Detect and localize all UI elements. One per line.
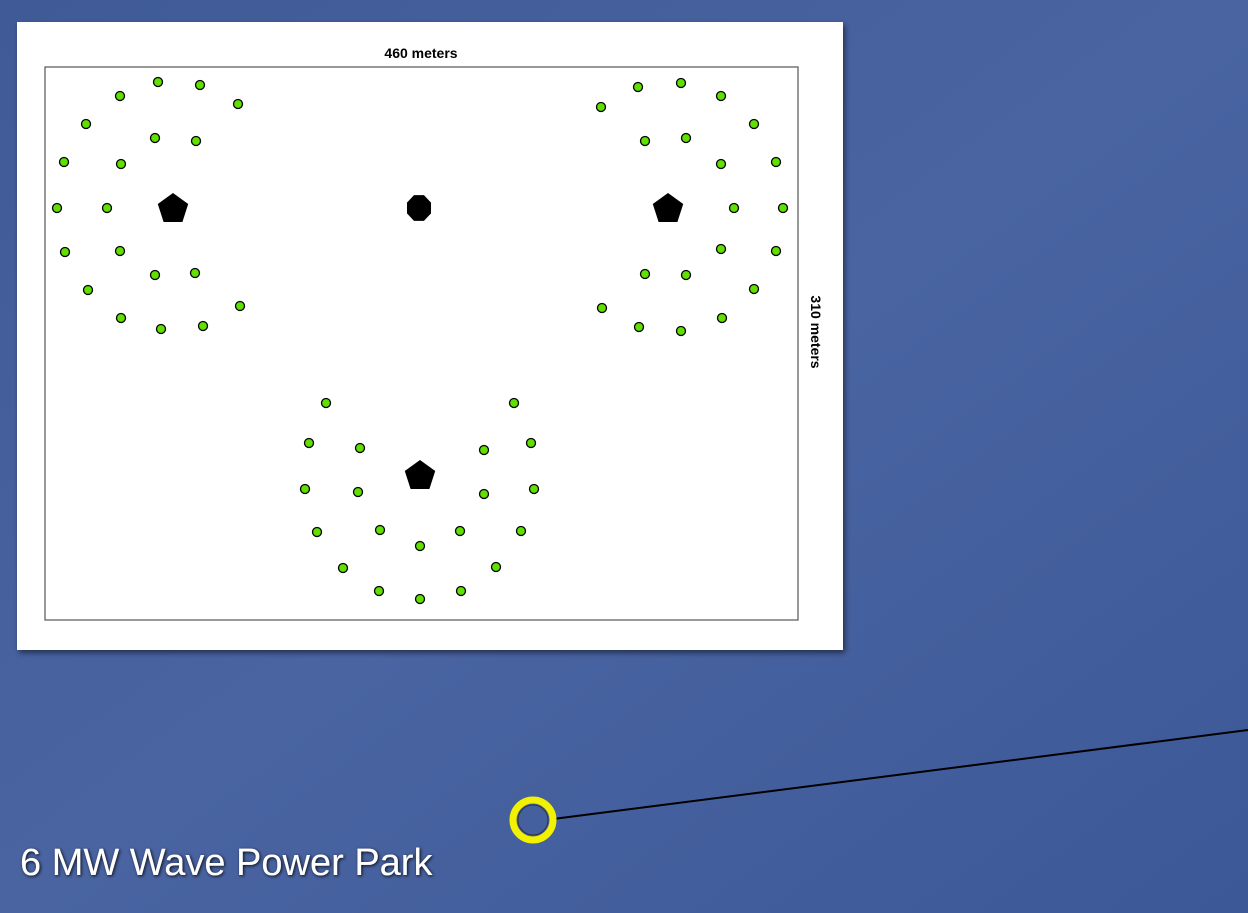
wave-buoy bbox=[157, 325, 166, 334]
wave-buoy bbox=[191, 269, 200, 278]
wave-buoy bbox=[598, 304, 607, 313]
wave-buoy bbox=[375, 587, 384, 596]
wave-buoy bbox=[236, 302, 245, 311]
wave-buoy bbox=[717, 160, 726, 169]
wave-buoy bbox=[116, 92, 125, 101]
wave-buoy bbox=[456, 527, 465, 536]
wave-buoy bbox=[492, 563, 501, 572]
wave-buoy bbox=[480, 490, 489, 499]
wave-buoy bbox=[527, 439, 536, 448]
wave-buoy bbox=[718, 314, 727, 323]
wave-buoy bbox=[234, 100, 243, 109]
wave-buoy bbox=[772, 247, 781, 256]
inset-diagram: 460 meters 310 meters bbox=[17, 22, 843, 650]
wave-buoy bbox=[305, 439, 314, 448]
wave-buoy bbox=[60, 158, 69, 167]
wave-buoy bbox=[510, 399, 519, 408]
wave-buoy bbox=[717, 245, 726, 254]
wave-buoy bbox=[322, 399, 331, 408]
wave-buoy bbox=[717, 92, 726, 101]
wave-buoy bbox=[103, 204, 112, 213]
wave-buoy bbox=[779, 204, 788, 213]
wave-buoy bbox=[339, 564, 348, 573]
page: 6 MW Wave Power Park 460 meters 310 mete… bbox=[0, 0, 1248, 913]
wave-buoy bbox=[354, 488, 363, 497]
wave-buoy bbox=[517, 527, 526, 536]
wave-buoy bbox=[682, 271, 691, 280]
wave-buoy bbox=[634, 83, 643, 92]
wave-buoy bbox=[61, 248, 70, 257]
wave-buoy bbox=[677, 327, 686, 336]
wave-buoy bbox=[530, 485, 539, 494]
wave-buoy bbox=[677, 79, 686, 88]
wave-buoy bbox=[730, 204, 739, 213]
width-label: 460 meters bbox=[384, 45, 457, 61]
wave-buoy bbox=[750, 285, 759, 294]
wave-buoy bbox=[635, 323, 644, 332]
wave-buoy bbox=[117, 160, 126, 169]
wave-buoy bbox=[682, 134, 691, 143]
wave-buoy bbox=[196, 81, 205, 90]
wave-buoy bbox=[192, 137, 201, 146]
wave-buoy bbox=[151, 134, 160, 143]
wave-buoy bbox=[301, 485, 310, 494]
wave-buoy bbox=[457, 587, 466, 596]
wave-buoy bbox=[597, 103, 606, 112]
wave-buoy bbox=[480, 446, 489, 455]
wave-buoy bbox=[53, 204, 62, 213]
wave-buoy bbox=[84, 286, 93, 295]
wave-buoy bbox=[154, 78, 163, 87]
wave-buoy bbox=[116, 247, 125, 256]
map-view: 6 MW Wave Power Park 460 meters 310 mete… bbox=[0, 0, 1248, 913]
wave-buoy bbox=[313, 528, 322, 537]
height-label: 310 meters bbox=[808, 295, 824, 368]
wave-buoy bbox=[356, 444, 365, 453]
central-hub bbox=[407, 195, 431, 221]
wave-buoy bbox=[416, 542, 425, 551]
wave-buoy bbox=[641, 137, 650, 146]
wave-buoy bbox=[117, 314, 126, 323]
place-label[interactable]: 6 MW Wave Power Park bbox=[20, 842, 433, 884]
wave-buoy bbox=[772, 158, 781, 167]
wave-buoy bbox=[376, 526, 385, 535]
wave-buoy bbox=[151, 271, 160, 280]
wave-buoy bbox=[82, 120, 91, 129]
inset-panel bbox=[17, 22, 843, 650]
wave-buoy bbox=[416, 595, 425, 604]
wave-buoy bbox=[199, 322, 208, 331]
wave-buoy bbox=[641, 270, 650, 279]
wave-buoy bbox=[750, 120, 759, 129]
